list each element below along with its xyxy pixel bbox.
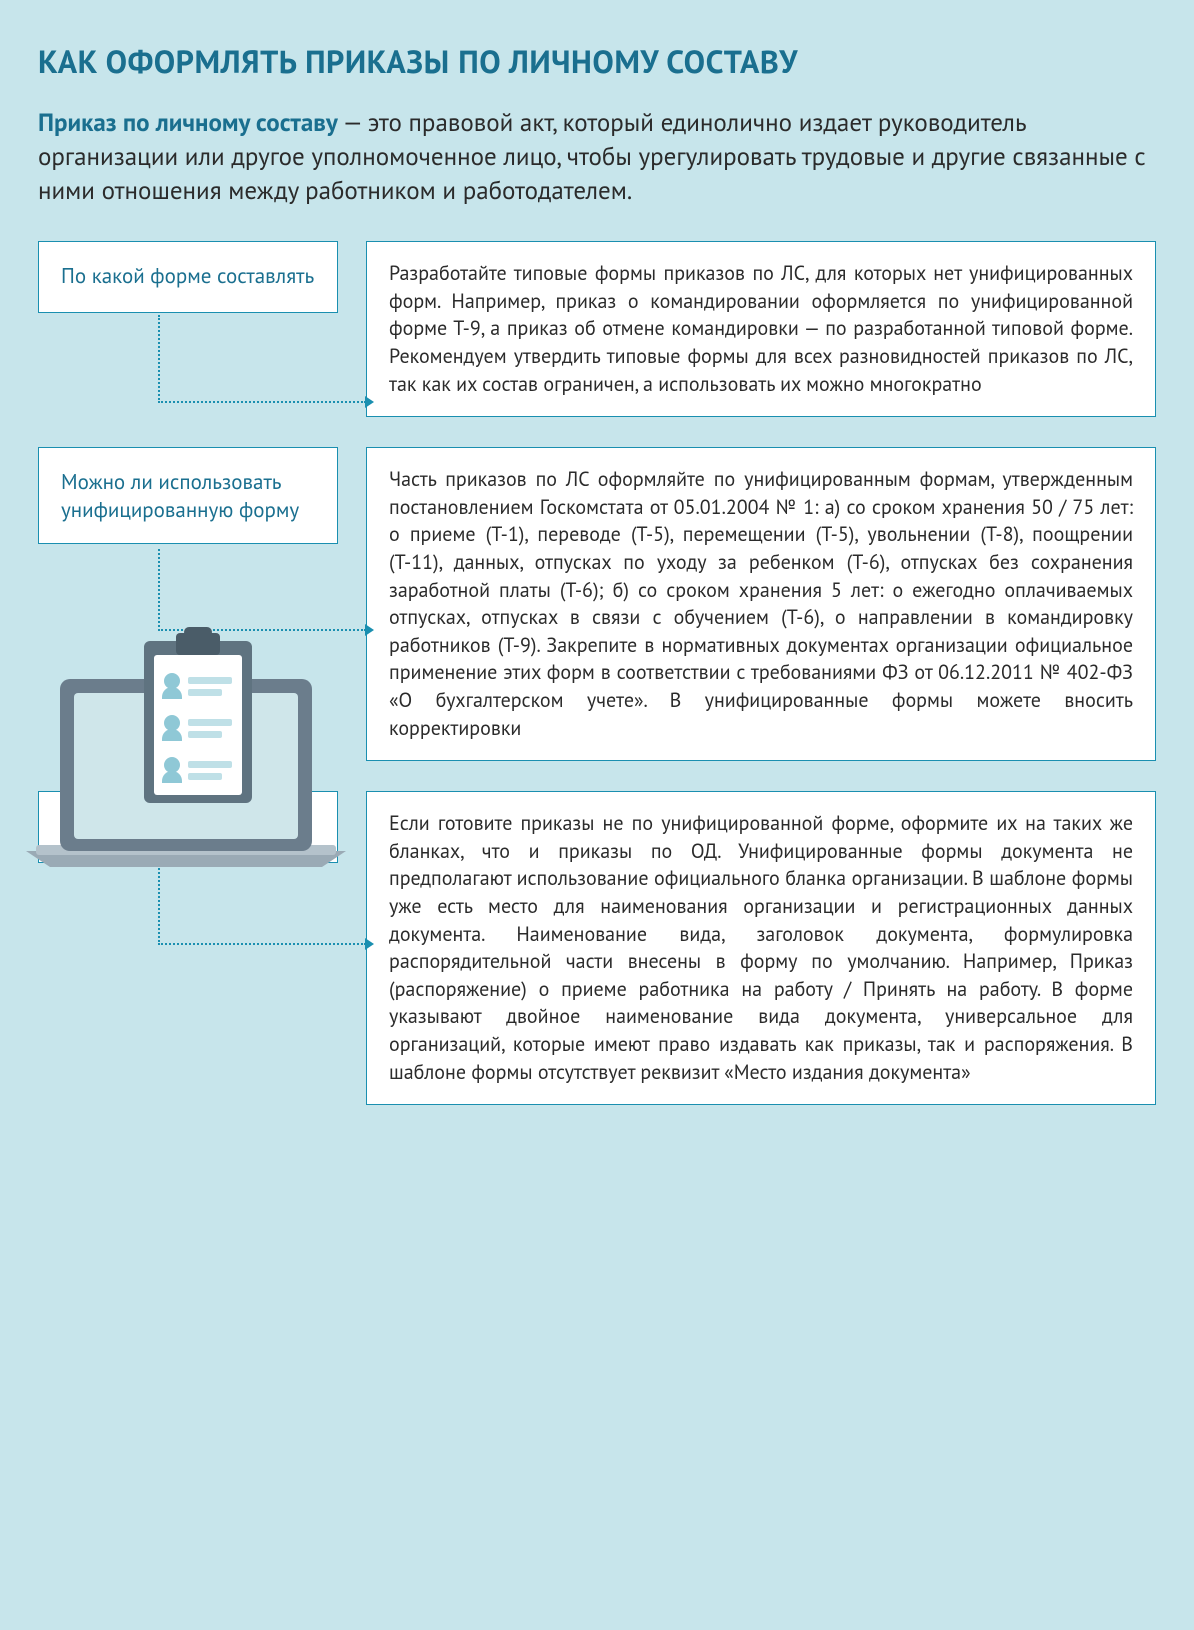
section-row: Можно ли использовать унифицированную фо… (38, 447, 1156, 761)
sections-container: По какой форме составлять Разработайте т… (38, 241, 1156, 1105)
section-row: По какой форме составлять Разработайте т… (38, 241, 1156, 417)
question-box: Какой бланк использовать (38, 791, 338, 863)
connector-line (158, 549, 366, 631)
answer-text: Разработайте типовые формы приказов по Л… (389, 260, 1133, 398)
intro-paragraph: Приказ по личному составу — это правовой… (38, 106, 1156, 207)
connector-line (158, 315, 366, 403)
question-column: По какой форме составлять (38, 241, 338, 313)
page-title: КАК ОФОРМЛЯТЬ ПРИКАЗЫ ПО ЛИЧНОМУ СОСТАВУ (38, 40, 1156, 82)
answer-text: Если готовите приказы не по унифицирован… (389, 810, 1133, 1086)
arrow-icon (365, 938, 374, 950)
intro-lead-term: Приказ по личному составу (38, 106, 338, 138)
question-text: По какой форме составлять (61, 262, 314, 289)
question-text: Какой бланк использовать (61, 812, 305, 839)
answer-box: Разработайте типовые формы приказов по Л… (366, 241, 1156, 417)
answer-box: Если готовите приказы не по унифицирован… (366, 791, 1156, 1105)
question-box: По какой форме составлять (38, 241, 338, 313)
arrow-icon (365, 624, 374, 636)
connector-line (158, 865, 366, 945)
answer-box: Часть приказов по ЛС оформляйте по унифи… (366, 447, 1156, 761)
question-text: Можно ли использовать унифицированную фо… (61, 468, 317, 523)
question-column: Какой бланк использовать (38, 791, 338, 863)
question-column: Можно ли использовать унифицированную фо… (38, 447, 338, 544)
question-box: Можно ли использовать унифицированную фо… (38, 447, 338, 544)
section-row: Какой бланк использовать (38, 791, 1156, 1105)
arrow-icon (365, 396, 374, 408)
answer-text: Часть приказов по ЛС оформляйте по унифи… (389, 466, 1133, 742)
